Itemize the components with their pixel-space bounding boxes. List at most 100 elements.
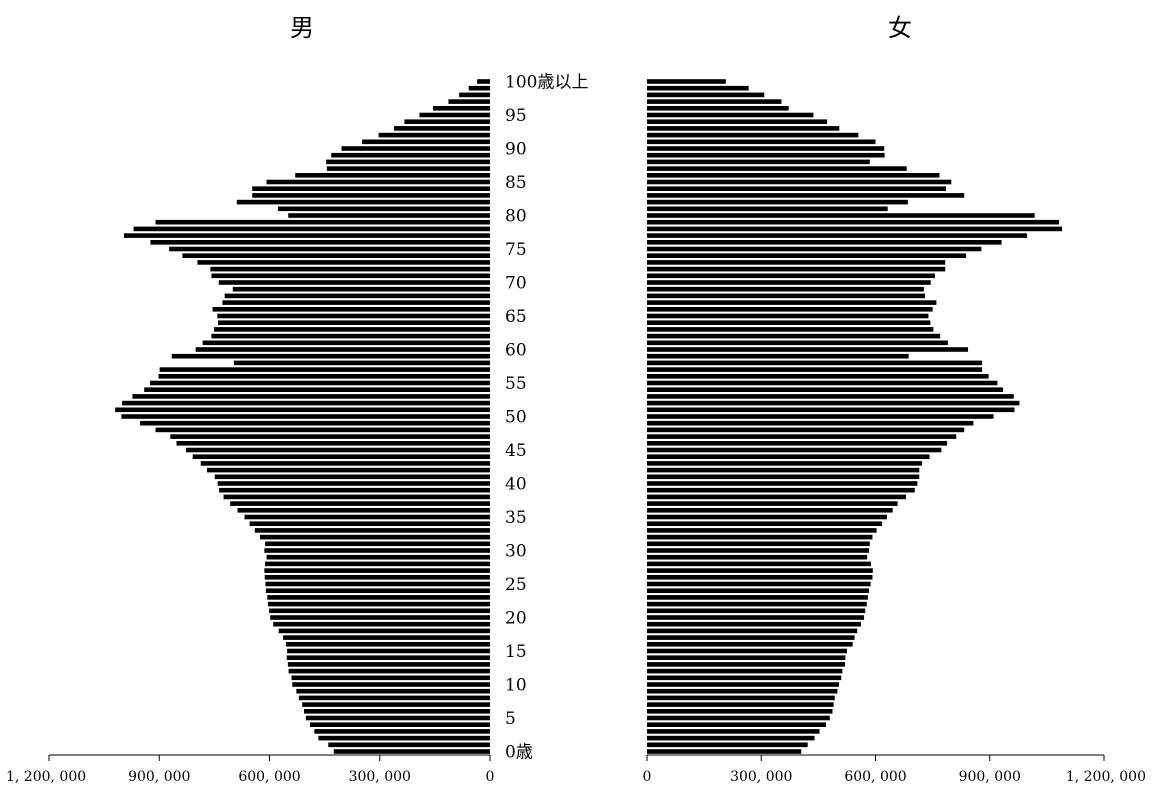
- female-bar-age-9: [647, 688, 838, 694]
- female-bar-age-91: [647, 139, 876, 145]
- male-bar-age-91: [362, 139, 490, 145]
- male-bar-age-37: [230, 501, 490, 506]
- male-bar-age-53: [132, 394, 491, 399]
- male-bars: [115, 79, 491, 754]
- male-bar-age-55: [150, 380, 490, 386]
- male-bar-age-83: [252, 193, 490, 198]
- female-bar-age-51: [647, 407, 1015, 413]
- female-bar-age-71: [647, 273, 935, 279]
- male-bar-age-74: [182, 253, 490, 258]
- male-bar-age-93: [394, 126, 490, 131]
- male-bar-age-21: [269, 608, 490, 614]
- male-bar-age-64: [218, 320, 491, 325]
- female-bar-age-85: [647, 179, 952, 185]
- male-bar-age-92: [378, 132, 490, 138]
- age-label-5: 5: [505, 709, 516, 729]
- male-bar-age-3: [314, 729, 490, 734]
- female-tick-label: 300, 000: [730, 769, 792, 785]
- age-label-55: 55: [505, 374, 527, 394]
- male-bar-age-60: [195, 347, 490, 352]
- female-bar-age-38: [647, 494, 906, 500]
- female-bar-age-75: [647, 246, 982, 252]
- female-bars: [647, 79, 1063, 754]
- female-bar-age-40: [647, 481, 918, 486]
- male-bar-age-24: [265, 588, 490, 593]
- male-bar-age-27: [264, 568, 491, 573]
- female-bar-age-16: [647, 642, 853, 647]
- age-label-90: 90: [505, 140, 527, 160]
- female-bar-age-59: [647, 353, 909, 359]
- female-bar-age-72: [647, 266, 946, 272]
- age-label-25: 25: [505, 575, 527, 595]
- age-label-70: 70: [505, 274, 527, 294]
- female-bar-age-46: [647, 441, 948, 446]
- female-bar-age-6: [647, 709, 833, 714]
- male-bar-age-96: [433, 106, 490, 111]
- male-bar-age-2: [318, 735, 490, 741]
- female-bar-age-12: [647, 668, 843, 674]
- female-bar-age-69: [647, 286, 924, 292]
- female-bar-age-90: [647, 146, 885, 151]
- male-bar-age-62: [211, 333, 490, 339]
- male-bar-age-23: [267, 595, 490, 600]
- male-bar-age-29: [266, 554, 490, 560]
- female-bar-age-94: [647, 119, 828, 124]
- female-bar-age-39: [647, 487, 915, 493]
- male-x-axis: 1, 200, 000 900, 000 600, 000 300, 000 0: [6, 754, 495, 785]
- age-label-65: 65: [505, 307, 527, 327]
- female-tick-label: 0: [643, 769, 652, 785]
- female-tick-label: 600, 000: [844, 769, 906, 785]
- age-label-60: 60: [505, 341, 527, 361]
- female-bar-age-95: [647, 112, 814, 118]
- male-tick-label: 900, 000: [128, 769, 190, 785]
- male-bar-age-67: [222, 300, 490, 305]
- female-bar-age-22: [647, 601, 867, 607]
- male-bar-age-72: [210, 266, 490, 272]
- female-bar-age-68: [647, 293, 926, 299]
- female-bar-age-32: [647, 534, 873, 540]
- female-bar-age-74: [647, 253, 967, 258]
- age-label-35: 35: [505, 508, 527, 528]
- female-bar-age-63: [647, 327, 934, 332]
- female-bar-age-14: [647, 655, 846, 660]
- male-bar-age-86: [295, 173, 491, 178]
- male-bar-age-38: [223, 494, 490, 500]
- female-bar-age-29: [647, 554, 868, 560]
- female-bar-age-76: [647, 240, 1002, 245]
- age-label-15: 15: [505, 642, 527, 662]
- male-bar-age-95: [419, 112, 490, 118]
- female-bar-age-89: [647, 152, 885, 158]
- male-bar-age-19: [273, 621, 490, 627]
- male-bar-age-90: [341, 146, 490, 151]
- male-bar-age-80: [288, 213, 490, 218]
- female-bar-age-96: [647, 106, 789, 111]
- male-bar-age-99: [468, 85, 491, 91]
- male-bar-age-76: [150, 240, 490, 245]
- female-bar-age-62: [647, 333, 941, 339]
- male-bar-age-45: [186, 447, 490, 453]
- male-bar-age-11: [291, 675, 490, 681]
- male-tick-label: 0: [486, 769, 495, 785]
- female-bar-age-13: [647, 662, 846, 667]
- female-bar-age-18: [647, 628, 858, 634]
- female-bar-age-60: [647, 347, 969, 352]
- male-tick-label: 600, 000: [238, 769, 300, 785]
- male-bar-age-10: [292, 682, 490, 687]
- female-bar-age-67: [647, 300, 937, 305]
- female-bar-age-47: [647, 434, 957, 439]
- male-bar-age-39: [219, 487, 490, 493]
- male-bar-age-30: [264, 548, 491, 553]
- female-bar-age-88: [647, 159, 870, 165]
- male-bar-age-69: [232, 286, 490, 292]
- male-bar-age-52: [122, 400, 490, 406]
- male-bar-age-4: [309, 722, 490, 727]
- age-label-80: 80: [505, 207, 527, 227]
- age-label-0: 0歳: [505, 743, 533, 763]
- male-bar-age-0: [333, 749, 490, 754]
- male-bar-age-22: [268, 601, 490, 607]
- male-bar-age-6: [304, 709, 490, 714]
- male-bar-age-89: [331, 152, 490, 158]
- female-bar-age-98: [647, 92, 765, 98]
- female-bar-age-81: [647, 206, 888, 212]
